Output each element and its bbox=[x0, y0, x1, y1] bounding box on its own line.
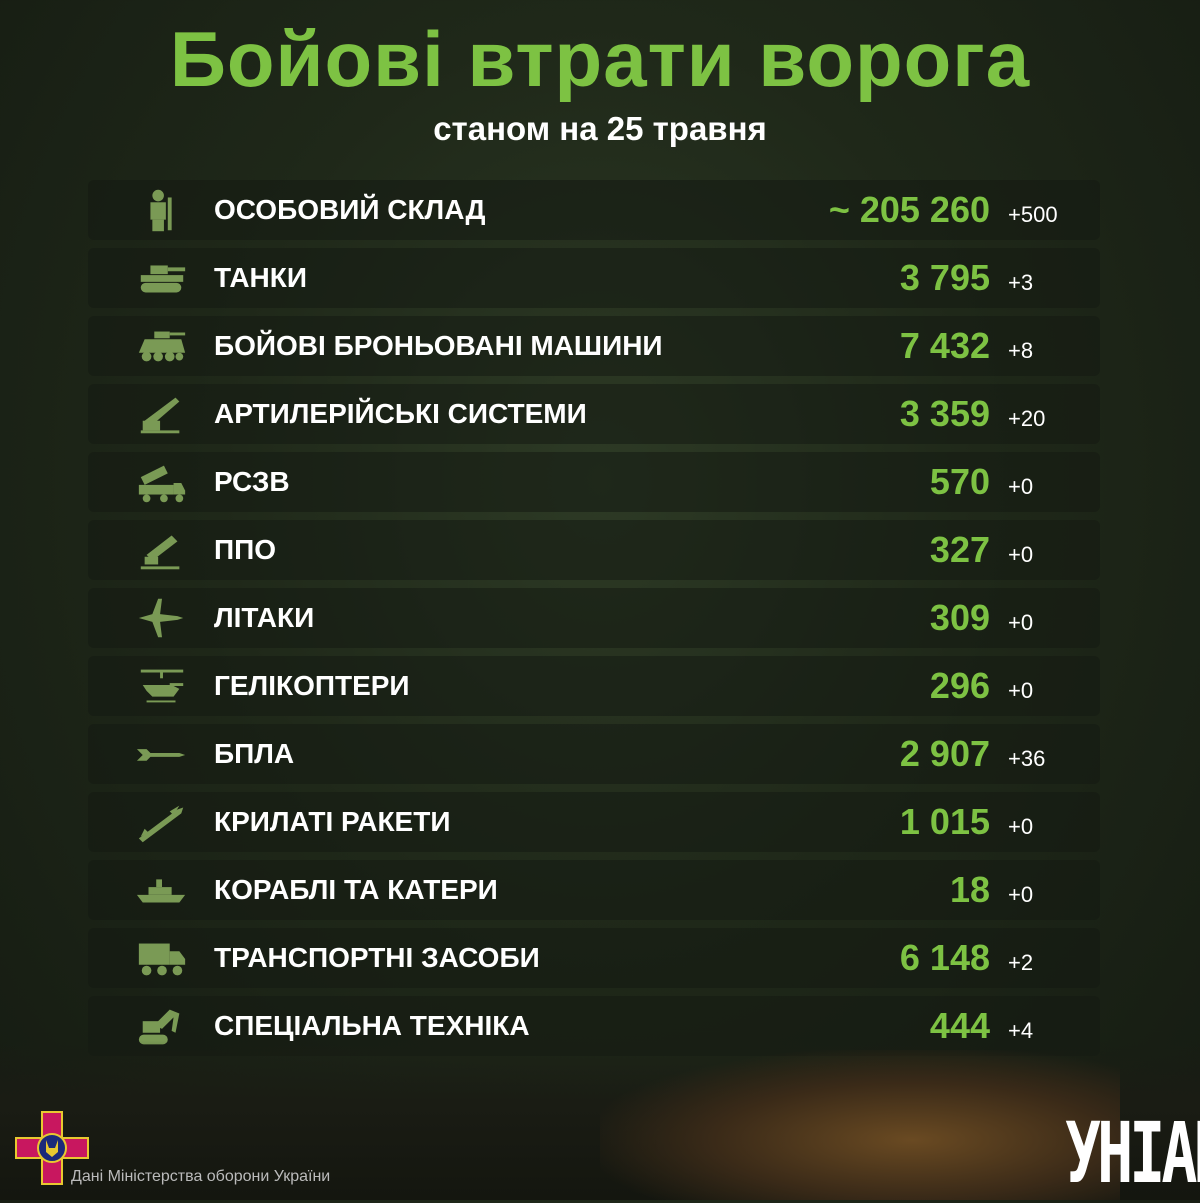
loss-row: АРТИЛЕРІЙСЬКІ СИСТЕМИ 3 359 +20 bbox=[88, 384, 1100, 444]
loss-daily-change: +4 bbox=[1008, 1018, 1034, 1043]
loss-label: ТАНКИ bbox=[214, 262, 307, 293]
artillery-icon bbox=[134, 389, 190, 439]
ministry-emblem-icon bbox=[15, 1111, 89, 1185]
ship-icon bbox=[134, 865, 190, 915]
loss-label: ТРАНСПОРТНІ ЗАСОБИ bbox=[214, 942, 540, 973]
loss-total: 1 015 bbox=[899, 801, 990, 842]
loss-label: ОСОБОВИЙ СКЛАД bbox=[214, 194, 486, 225]
loss-label: ГЕЛІКОПТЕРИ bbox=[214, 670, 410, 701]
loss-total: 7 432 bbox=[899, 325, 990, 366]
loss-label: АРТИЛЕРІЙСЬКІ СИСТЕМИ bbox=[214, 398, 587, 429]
loss-label: КРИЛАТІ РАКЕТИ bbox=[214, 806, 451, 837]
page-subtitle: станом на 25 травня bbox=[433, 110, 767, 147]
drone-icon bbox=[134, 729, 190, 779]
loss-daily-change: +500 bbox=[1008, 202, 1058, 227]
unian-logo: УНІАН bbox=[1065, 1105, 1200, 1203]
background-image bbox=[0, 1040, 1200, 1200]
losses-list: ОСОБОВИЙ СКЛАД ~ 205 260 +500 ТАНКИ 3 79… bbox=[88, 180, 1100, 1064]
soldier-icon bbox=[134, 185, 190, 235]
air-defense-icon bbox=[134, 525, 190, 575]
loss-total: 3 795 bbox=[899, 257, 990, 298]
tank-icon bbox=[134, 253, 190, 303]
loss-row: БОЙОВІ БРОНЬОВАНІ МАШИНИ 7 432 +8 bbox=[88, 316, 1100, 376]
helicopter-icon bbox=[134, 661, 190, 711]
loss-daily-change: +2 bbox=[1008, 950, 1034, 975]
loss-row: ТАНКИ 3 795 +3 bbox=[88, 248, 1100, 308]
loss-daily-change: +8 bbox=[1008, 338, 1034, 363]
loss-total: 444 bbox=[929, 1005, 990, 1046]
loss-total: 309 bbox=[929, 597, 990, 638]
loss-row: ГЕЛІКОПТЕРИ 296 +0 bbox=[88, 656, 1100, 716]
loss-label: ЛІТАКИ bbox=[214, 602, 315, 633]
loss-total: 296 bbox=[929, 665, 990, 706]
loss-row: БПЛА 2 907 +36 bbox=[88, 724, 1100, 784]
loss-daily-change: +0 bbox=[1008, 474, 1034, 499]
loss-label: СПЕЦІАЛЬНА ТЕХНІКА bbox=[214, 1010, 530, 1041]
loss-daily-change: +0 bbox=[1008, 678, 1034, 703]
page-title: Бойові втрати ворога bbox=[169, 15, 1031, 103]
loss-daily-change: +0 bbox=[1008, 814, 1034, 839]
loss-label: БОЙОВІ БРОНЬОВАНІ МАШИНИ bbox=[214, 330, 663, 361]
loss-row: РСЗВ 570 +0 bbox=[88, 452, 1100, 512]
loss-total: 2 907 bbox=[899, 733, 990, 774]
loss-daily-change: +0 bbox=[1008, 542, 1034, 567]
truck-icon bbox=[134, 933, 190, 983]
loss-total: ~ 205 260 bbox=[828, 189, 990, 230]
jet-icon bbox=[134, 593, 190, 643]
loss-total: 327 bbox=[929, 529, 990, 570]
loss-row: ТРАНСПОРТНІ ЗАСОБИ 6 148 +2 bbox=[88, 928, 1100, 988]
loss-daily-change: +36 bbox=[1008, 746, 1046, 771]
loss-row: ОСОБОВИЙ СКЛАД ~ 205 260 +500 bbox=[88, 180, 1100, 240]
missile-icon bbox=[134, 797, 190, 847]
apc-icon bbox=[134, 321, 190, 371]
loss-total: 3 359 bbox=[899, 393, 990, 434]
source-note: Дані Міністерства оборони України bbox=[71, 1168, 331, 1185]
loss-label: РСЗВ bbox=[214, 466, 290, 497]
loss-daily-change: +20 bbox=[1008, 406, 1046, 431]
loss-label: БПЛА bbox=[214, 738, 295, 769]
loss-daily-change: +0 bbox=[1008, 882, 1034, 907]
loss-daily-change: +0 bbox=[1008, 610, 1034, 635]
loss-total: 6 148 bbox=[899, 937, 990, 978]
loss-row: ЛІТАКИ 309 +0 bbox=[88, 588, 1100, 648]
loss-row: КРИЛАТІ РАКЕТИ 1 015 +0 bbox=[88, 792, 1100, 852]
loss-label: КОРАБЛІ ТА КАТЕРИ bbox=[214, 874, 498, 905]
loss-daily-change: +3 bbox=[1008, 270, 1034, 295]
loss-label: ППО bbox=[214, 534, 277, 565]
loss-total: 570 bbox=[929, 461, 990, 502]
loss-row: ППО 327 +0 bbox=[88, 520, 1100, 580]
mlrs-icon bbox=[134, 457, 190, 507]
loss-total: 18 bbox=[949, 869, 990, 910]
loss-row: КОРАБЛІ ТА КАТЕРИ 18 +0 bbox=[88, 860, 1100, 920]
